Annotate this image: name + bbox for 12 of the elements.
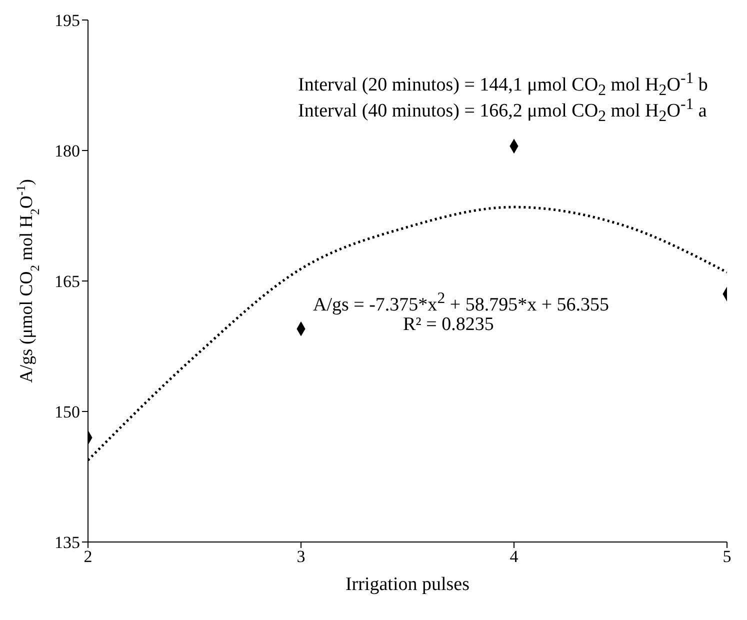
y-tick-label: 165 (54, 272, 80, 292)
annotation: R² = 0.8235 (403, 314, 494, 336)
x-tick-label: 5 (722, 547, 732, 566)
y-tick-label: 135 (54, 533, 80, 552)
x-tick-label: 4 (510, 547, 519, 566)
x-tick-label: 2 (84, 547, 92, 566)
x-tick-label: 3 (296, 547, 306, 566)
y-tick-label: 150 (54, 402, 80, 422)
y-tick-label: 180 (54, 142, 80, 161)
annotation: A/gs = -7.375*x$^{2}$ + 58.795*x + 56.355 (313, 290, 610, 316)
y-tick-label: 195 (54, 11, 80, 30)
x-axis-title: Irrigation pulses (345, 574, 470, 595)
